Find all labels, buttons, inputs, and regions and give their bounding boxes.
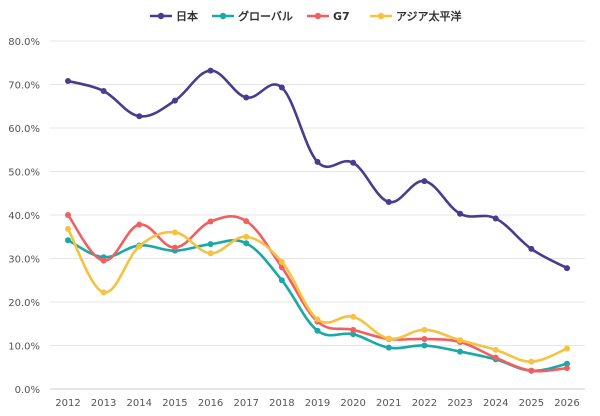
series-1	[65, 67, 570, 272]
x-tick-label: 2025	[519, 398, 544, 409]
legend-swatch-marker	[157, 12, 165, 20]
legend-swatch-marker	[219, 12, 227, 20]
data-point	[243, 240, 250, 247]
data-point	[207, 218, 214, 225]
y-tick-label: 0.0%	[15, 385, 40, 396]
y-tick-label: 10.0%	[8, 342, 40, 353]
x-tick-label: 2015	[162, 398, 187, 409]
data-point	[564, 360, 570, 367]
data-point	[314, 316, 321, 323]
series-4	[65, 225, 570, 365]
data-point	[100, 289, 107, 296]
legend-swatch-marker	[314, 12, 322, 20]
data-point	[564, 365, 570, 372]
x-tick-label: 2021	[376, 398, 401, 409]
x-axis: 2012 2013 2014 2015 2016 2017 2018 2019 2020 2021…	[55, 398, 579, 409]
series-layer	[65, 67, 570, 374]
data-point	[278, 258, 285, 265]
x-tick-label: 2024	[483, 398, 508, 409]
series-line	[66, 228, 568, 363]
data-point	[457, 337, 464, 344]
data-point	[207, 241, 214, 248]
data-point	[136, 113, 143, 120]
data-point	[564, 345, 570, 352]
data-point	[421, 178, 428, 185]
data-point	[100, 257, 107, 264]
data-point	[314, 327, 321, 334]
legend-label: アジア太平洋	[396, 9, 462, 23]
data-point	[207, 250, 214, 257]
data-point	[564, 265, 570, 272]
data-point	[350, 326, 357, 333]
y-axis: 0.0% 10.0% 20.0% 30.0% 40.0% 50.0% 60.0% 70.0% 8…	[8, 37, 40, 396]
data-point	[528, 367, 535, 374]
legend-item: グローバル	[212, 9, 293, 23]
data-point	[314, 158, 321, 165]
legend-label: 日本	[176, 9, 198, 23]
data-point	[171, 229, 178, 236]
legend-item: アジア太平洋	[370, 9, 462, 23]
data-point	[136, 221, 143, 228]
data-point	[136, 243, 143, 250]
x-tick-label: 2020	[340, 398, 365, 409]
data-point	[385, 198, 392, 205]
data-point	[278, 84, 285, 91]
gridlines	[50, 40, 585, 390]
data-point	[65, 212, 71, 218]
legend-item: G7	[307, 10, 350, 23]
y-tick-label: 70.0%	[8, 81, 40, 92]
data-point	[350, 313, 357, 320]
data-point	[421, 335, 428, 342]
x-tick-label: 2023	[447, 398, 472, 409]
x-tick-label: 2026	[554, 398, 579, 409]
data-point	[457, 210, 464, 217]
data-point	[278, 277, 285, 284]
series-line	[67, 69, 568, 270]
series-line	[67, 239, 568, 373]
x-tick-label: 2017	[233, 398, 258, 409]
data-point	[492, 215, 499, 222]
x-tick-label: 2022	[412, 398, 437, 409]
x-tick-label: 2019	[305, 398, 330, 409]
y-tick-label: 50.0%	[8, 168, 40, 179]
data-point	[171, 244, 178, 251]
data-point	[65, 237, 71, 244]
data-point	[171, 97, 178, 104]
data-point	[492, 346, 499, 353]
x-tick-label: 2013	[91, 398, 116, 409]
data-point	[421, 342, 428, 349]
data-point	[421, 326, 428, 333]
x-tick-label: 2018	[269, 398, 294, 409]
data-point	[65, 78, 71, 85]
y-tick-label: 60.0%	[8, 124, 40, 135]
x-tick-label: 2016	[198, 398, 223, 409]
y-tick-label: 20.0%	[8, 298, 40, 309]
legend-item: 日本	[150, 9, 198, 23]
data-point	[385, 335, 392, 342]
data-point	[492, 354, 499, 361]
data-point	[385, 344, 392, 351]
data-point	[457, 348, 464, 355]
y-tick-label: 40.0%	[8, 211, 40, 222]
legend-label: G7	[333, 10, 350, 23]
data-point	[350, 159, 357, 166]
data-point	[207, 67, 214, 74]
y-tick-label: 30.0%	[8, 255, 40, 266]
data-point	[243, 218, 250, 225]
y-tick-label: 80.0%	[8, 37, 40, 48]
data-point	[243, 94, 250, 101]
data-point	[243, 233, 250, 240]
legend-label: グローバル	[238, 9, 293, 23]
data-point	[100, 88, 107, 95]
x-tick-label: 2014	[127, 398, 152, 409]
series-2	[65, 237, 570, 374]
data-point	[528, 245, 535, 252]
data-point	[65, 225, 71, 232]
x-tick-label: 2012	[55, 398, 80, 409]
legend: 日本 グローバル G7 アジア太平洋	[150, 9, 462, 23]
data-point	[350, 331, 357, 338]
data-point	[528, 358, 535, 365]
legend-swatch-marker	[377, 12, 385, 20]
